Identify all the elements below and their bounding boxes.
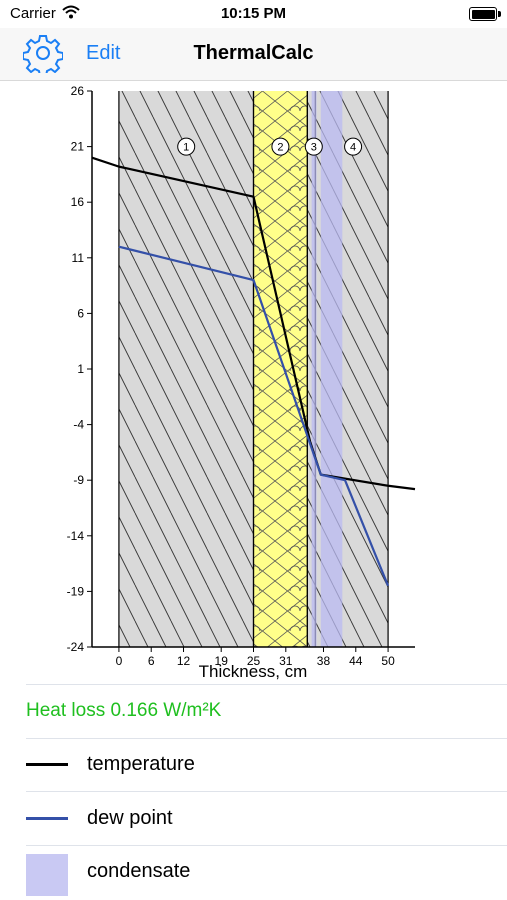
clock: 10:15 PM: [220, 5, 287, 22]
page-title: ThermalCalc: [193, 42, 314, 64]
divider: [26, 684, 507, 685]
condensate-zone: [320, 91, 343, 647]
y-tick-label: -9: [73, 473, 84, 487]
layer-marker: [304, 137, 323, 156]
layer-hatch-3: [307, 91, 316, 647]
legend-label: temperature: [87, 753, 195, 775]
x-tick-label: 0: [116, 654, 123, 668]
divider: [26, 738, 507, 739]
y-tick-label: 6: [77, 306, 84, 320]
legend-label: condensate: [87, 860, 191, 882]
dew-point-line-swatch: [26, 817, 68, 820]
layer-marker-label: 4: [350, 142, 356, 154]
x-tick-label: 31: [279, 654, 293, 668]
x-tick-label: 44: [349, 654, 363, 668]
carrier-label: Carrier: [10, 5, 56, 22]
battery-icon: [469, 7, 501, 21]
layer-marker: [177, 137, 196, 156]
y-tick-label: -19: [67, 584, 85, 598]
layer-marker-label: 2: [277, 142, 283, 154]
condensate-swatch: [26, 854, 68, 896]
x-tick-label: 25: [247, 654, 261, 668]
y-tick-label: -4: [73, 418, 84, 432]
y-tick-label: 26: [71, 84, 85, 98]
x-axis-label: Thickness, cm: [199, 662, 308, 681]
x-tick-label: 19: [215, 654, 229, 668]
legend-item-dew-point: dew point: [0, 792, 507, 845]
y-tick-label: 1: [77, 362, 84, 376]
legend-item-temperature: temperature: [0, 738, 507, 791]
layer-marker: [344, 137, 363, 156]
layer-marker: [271, 137, 290, 156]
legend-item-condensate: condensate: [0, 845, 507, 898]
wifi-icon: [62, 5, 80, 22]
x-tick-label: 6: [148, 654, 155, 668]
navigation-bar: Edit ThermalCalc: [0, 28, 507, 81]
y-tick-label: 21: [71, 140, 85, 154]
layer-2: [253, 91, 308, 647]
divider: [26, 791, 507, 792]
layer-marker-label: 3: [311, 142, 317, 154]
x-tick-label: 38: [317, 654, 331, 668]
y-tick-label: 16: [71, 195, 85, 209]
layer-marker-label: 1: [183, 142, 189, 154]
y-tick-label: 11: [72, 251, 85, 265]
edit-button[interactable]: Edit: [86, 42, 121, 64]
temperature-line-swatch: [26, 763, 68, 766]
condensate-zone: [311, 91, 317, 647]
x-tick-label: 50: [381, 654, 395, 668]
legend-label: dew point: [87, 807, 173, 829]
layer-hatch-1: [118, 91, 254, 647]
heat-loss-value: Heat loss 0.166 W/m²K: [26, 700, 222, 721]
y-tick-label: -24: [67, 640, 85, 654]
divider: [26, 845, 507, 846]
x-tick-label: 12: [177, 654, 191, 668]
dew-point-series: [118, 245, 390, 587]
y-tick-label: -14: [67, 529, 85, 543]
status-bar: Carrier 10:15 PM: [0, 0, 507, 28]
